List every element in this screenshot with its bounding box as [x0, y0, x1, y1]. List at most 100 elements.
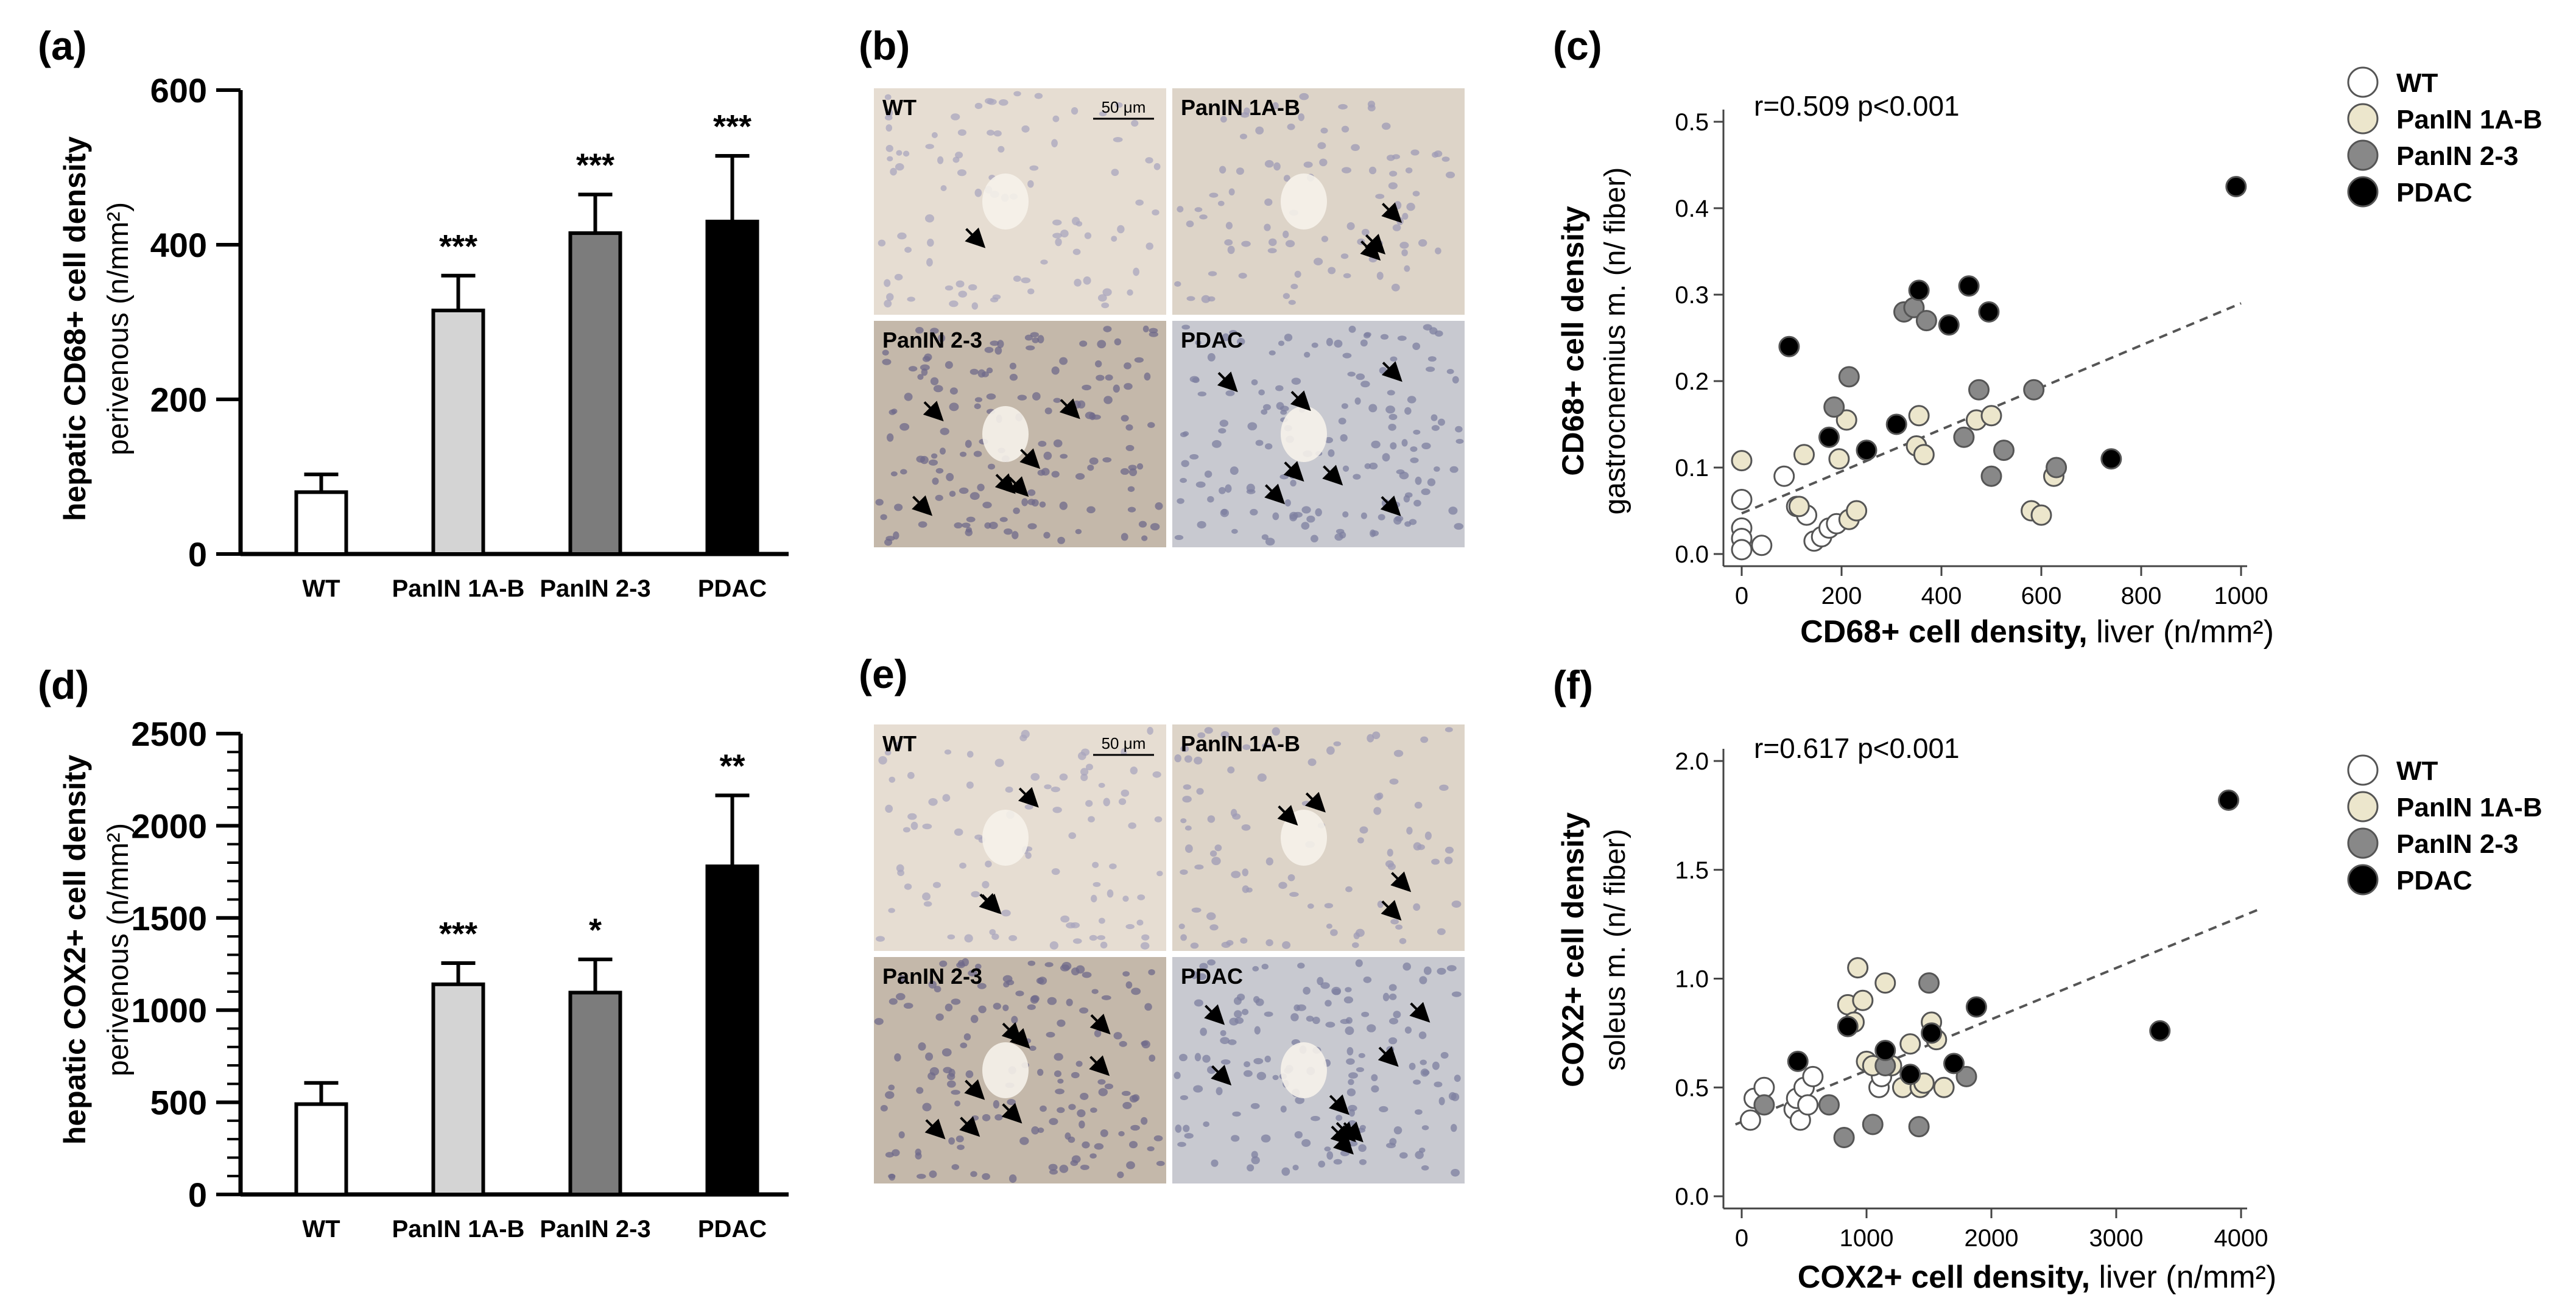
- panel-f-ylabel-normal: soleus m. (n/ fiber): [1599, 829, 1631, 1070]
- micrograph-nucleus: [1402, 963, 1411, 971]
- micrograph-nucleus: [1075, 473, 1085, 480]
- micrograph-nucleus: [1127, 289, 1133, 296]
- micrograph-nucleus: [982, 502, 992, 508]
- micrograph-nucleus: [1346, 1047, 1354, 1056]
- data-point-c: [1908, 405, 1930, 427]
- micrograph-nucleus: [1445, 727, 1453, 732]
- scatter-plot-f: 0.0 0.5 1.0 1.5 2.0 0 1000 2000 3000 4000: [1675, 748, 2268, 1252]
- micrograph-nucleus: [1410, 446, 1418, 452]
- micrograph-nucleus: [982, 1173, 990, 1180]
- micrograph-nucleus: [947, 934, 955, 940]
- micrograph-nucleus: [880, 1104, 888, 1112]
- micrograph-nucleus: [1284, 499, 1291, 507]
- micrograph-nucleus: [951, 1164, 960, 1170]
- micrograph-nucleus: [1273, 162, 1281, 171]
- micrograph-nucleus: [965, 1070, 974, 1078]
- panel-d-ylabel-bold: hepatic COX2+ cell density: [58, 755, 92, 1145]
- micrograph-nucleus: [1427, 356, 1437, 362]
- micrograph-nucleus: [1340, 1150, 1350, 1157]
- micrograph-nucleus: [1124, 383, 1133, 390]
- micrograph-nucleus: [1295, 1096, 1304, 1104]
- micrograph-nucleus: [1294, 270, 1301, 278]
- micrograph-nucleus: [1024, 334, 1033, 341]
- data-point-c: [1856, 440, 1877, 461]
- micrograph-nucleus: [962, 522, 971, 528]
- panel-c-xlabel-bold: CD68+ cell density,: [1800, 614, 2088, 650]
- micrograph-nuclei: [1174, 93, 1455, 305]
- micrograph-nucleus: [1077, 751, 1086, 760]
- micrograph-nucleus: [1125, 924, 1135, 930]
- micrograph-nucleus: [994, 759, 1004, 767]
- micrograph-nucleus: [1389, 170, 1398, 177]
- micrograph-nucleus: [1395, 515, 1404, 522]
- micrograph-nucleus: [1345, 1026, 1354, 1036]
- micrograph-label: PanIN 1A-B: [1181, 731, 1300, 756]
- micrograph-nucleus: [1320, 127, 1328, 134]
- micrograph-nucleus: [1378, 514, 1385, 521]
- micrograph-nucleus: [1241, 1009, 1249, 1015]
- micrograph-nucleus: [1044, 784, 1052, 790]
- arrow-icon: [1283, 461, 1304, 482]
- micrograph-nucleus: [1001, 910, 1011, 917]
- micrograph-nucleus: [1393, 749, 1404, 757]
- micrograph-nucleus: [1364, 463, 1371, 469]
- panel-a-ylabel-bold: hepatic CD68+ cell density: [58, 136, 92, 521]
- micrograph-nucleus: [986, 367, 993, 374]
- micrograph-nucleus: [897, 232, 907, 240]
- micrograph-nucleus: [984, 346, 994, 353]
- micrograph-nucleus: [1207, 815, 1216, 823]
- micrograph-nucleus: [875, 499, 884, 506]
- micrograph-nucleus: [974, 102, 983, 110]
- micrograph-nucleus: [931, 453, 938, 459]
- micrograph-nucleus: [1338, 418, 1346, 425]
- micrograph-nucleus: [1431, 414, 1438, 421]
- micrograph-nucleus: [986, 393, 996, 400]
- micrograph-nucleus: [977, 983, 987, 989]
- micrograph-nucleus: [1393, 1011, 1401, 1019]
- micrograph-nucleus: [1415, 476, 1422, 485]
- micrograph-nucleus: [1211, 1159, 1219, 1167]
- panel-b: (b) WT 50 μm PanIN 1A-B PanIN 2-3 PDAC: [859, 23, 1465, 547]
- micrograph-vein: [982, 174, 1029, 230]
- micrograph-nucleus: [1121, 533, 1128, 541]
- panel-c-xlabel: CD68+ cell density, liver (n/mm²): [1800, 614, 2274, 650]
- micrograph-nucleus: [1136, 919, 1144, 926]
- micrograph-nucleus: [1431, 425, 1440, 431]
- micrograph-nucleus: [878, 239, 886, 247]
- micrograph-nucleus: [916, 455, 926, 463]
- data-point-f: [1852, 989, 1874, 1011]
- micrograph-nucleus: [1153, 163, 1161, 170]
- data-point-c: [1778, 335, 1800, 357]
- data-point-c: [1953, 426, 1975, 448]
- micrograph-nucleus: [1404, 265, 1410, 272]
- micrograph-nucleus: [1052, 219, 1062, 226]
- micrograph-nucleus: [963, 1033, 971, 1041]
- micrograph-nucleus: [1264, 1055, 1272, 1063]
- arrow-icon: [1018, 787, 1039, 808]
- micrograph-nucleus: [1427, 478, 1436, 486]
- panel-c-ylabel-bold: CD68+ cell density: [1556, 206, 1590, 475]
- micrograph-nucleus: [1129, 1095, 1138, 1103]
- micrograph-nucleus: [1208, 271, 1217, 276]
- micrograph-nucleus: [1201, 295, 1211, 303]
- micrograph-nucleus: [1439, 784, 1449, 791]
- arrow-icon: [1290, 390, 1311, 412]
- micrograph-nucleus: [903, 827, 910, 833]
- arrow-icon: [979, 892, 1000, 914]
- micrograph-nucleus: [940, 427, 949, 435]
- micrograph-nucleus: [1181, 324, 1191, 330]
- micrograph-nucleus: [994, 1114, 1003, 1121]
- micrograph-nucleus: [1207, 496, 1214, 503]
- micrograph-nucleus: [1431, 858, 1440, 865]
- micrograph-nucleus: [1399, 1152, 1408, 1159]
- micrograph-nucleus: [1141, 1040, 1149, 1047]
- micrograph-nucleus: [1121, 415, 1129, 422]
- bar-d-2: [568, 991, 622, 1196]
- micrograph-nucleus: [1340, 434, 1348, 442]
- y-tick-label-c: 0.5: [1675, 109, 1709, 136]
- micrograph-nucleus: [1451, 1168, 1460, 1177]
- data-point-c: [1823, 396, 1845, 418]
- micrograph-nucleus: [1207, 959, 1216, 966]
- micrograph-nucleus: [1421, 443, 1431, 450]
- micrograph-nucleus: [1227, 766, 1235, 774]
